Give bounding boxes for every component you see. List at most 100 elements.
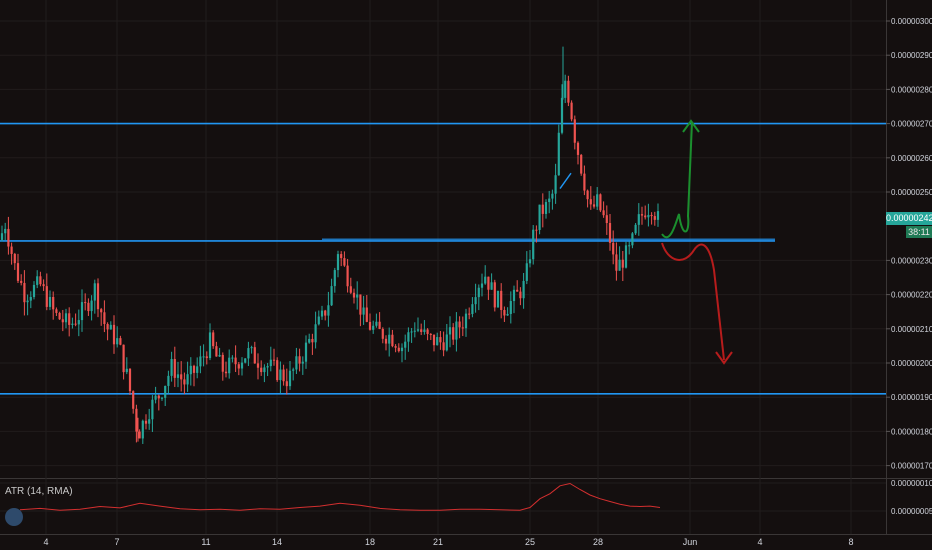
candle-body	[135, 408, 138, 432]
candle-body	[525, 263, 528, 281]
bearish-projection-path	[661, 242, 725, 361]
candle-body	[13, 253, 16, 264]
candle-body	[586, 190, 589, 200]
tradingview-logo-icon[interactable]	[5, 508, 23, 526]
candle-body	[288, 370, 292, 387]
candle-body	[68, 313, 71, 325]
candle-body	[212, 332, 215, 347]
candle-body	[279, 369, 282, 381]
candle-body	[471, 304, 474, 314]
candle-body	[119, 338, 122, 345]
candle-body	[455, 321, 458, 340]
y-tick-label: 0.00000300	[891, 17, 932, 26]
candle-body	[106, 324, 109, 330]
bar-countdown-tag: 38:11	[906, 226, 932, 238]
candle-body	[141, 420, 144, 439]
atr-y-tick-label: 0.00000010	[891, 479, 932, 488]
candle-body	[317, 316, 320, 325]
candle-body	[647, 214, 650, 218]
candle-body	[500, 290, 503, 310]
candle-body	[493, 282, 496, 308]
last-price-tag: 0.00000242	[886, 212, 932, 225]
candle-body	[397, 347, 400, 352]
candle-body	[436, 337, 439, 346]
candle-body	[388, 334, 391, 344]
candle-body	[39, 276, 42, 285]
candle-body	[474, 297, 477, 305]
y-tick-label: 0.00000230	[891, 256, 932, 265]
candle-body	[557, 132, 560, 176]
x-tick-label: 4	[43, 537, 48, 547]
candle-body	[244, 358, 247, 363]
candle-body	[423, 329, 426, 332]
candle-body	[580, 154, 583, 174]
candle-body	[448, 327, 452, 335]
candle-body	[336, 254, 340, 271]
candle-body	[26, 300, 29, 303]
candle-body	[0, 233, 4, 240]
candle-body	[426, 329, 429, 334]
candle-body	[640, 214, 644, 216]
x-tick-label: Jun	[683, 537, 698, 547]
candle-body	[343, 258, 346, 266]
candle-body	[362, 307, 365, 315]
candle-body	[176, 374, 180, 378]
bearish-arrow-head-icon	[715, 351, 733, 365]
candle-body	[77, 320, 80, 325]
bullish-projection-path	[661, 121, 693, 239]
x-tick-label: 11	[201, 537, 210, 547]
candle-body	[544, 202, 548, 214]
y-tick-label: 0.00000270	[891, 120, 932, 129]
candle-body	[301, 361, 304, 364]
candle-body	[186, 374, 189, 385]
candle-body	[173, 358, 176, 378]
candle-body	[653, 216, 656, 220]
candle-body	[112, 324, 116, 345]
candle-body	[128, 368, 132, 392]
candle-body	[7, 228, 10, 247]
atr-y-tick-label: 0.00000005	[891, 507, 932, 516]
candle-body	[311, 338, 314, 343]
candle-body	[103, 312, 106, 325]
y-tick-label: 0.00000290	[891, 51, 932, 60]
candle-body	[234, 357, 237, 365]
candle-body	[285, 381, 288, 387]
candle-body	[381, 328, 384, 339]
candle-body	[400, 347, 404, 352]
candle-body	[183, 379, 186, 385]
y-tick-label: 0.00000210	[891, 325, 932, 334]
candle-body	[548, 198, 551, 203]
candle-body	[576, 142, 580, 155]
candle-body	[352, 292, 356, 298]
candle-body	[58, 312, 61, 320]
candle-body	[528, 259, 532, 264]
candle-body	[269, 359, 272, 367]
candle-body	[637, 214, 640, 225]
candle-body	[410, 331, 413, 333]
candle-body	[189, 365, 192, 375]
candle-body	[29, 297, 32, 301]
candle-body	[23, 282, 26, 303]
candle-body	[167, 375, 170, 386]
candle-body	[240, 362, 244, 369]
candle-body	[218, 354, 221, 357]
candle-body	[535, 229, 538, 231]
candle-body	[432, 334, 436, 346]
candle-body	[365, 307, 368, 322]
candle-body	[237, 364, 240, 369]
atr-indicator-label: ATR (14, RMA)	[5, 486, 73, 497]
candle-body	[330, 286, 333, 306]
candle-body	[276, 360, 279, 381]
candle-body	[324, 310, 327, 316]
candle-body	[644, 215, 647, 218]
candle-body	[634, 224, 637, 234]
candle-body	[407, 332, 410, 342]
trendline	[559, 172, 572, 189]
candle-body	[228, 357, 231, 374]
candle-body	[468, 313, 471, 315]
candle-body	[452, 327, 455, 340]
candle-body	[196, 366, 199, 373]
candle-body	[378, 321, 381, 329]
